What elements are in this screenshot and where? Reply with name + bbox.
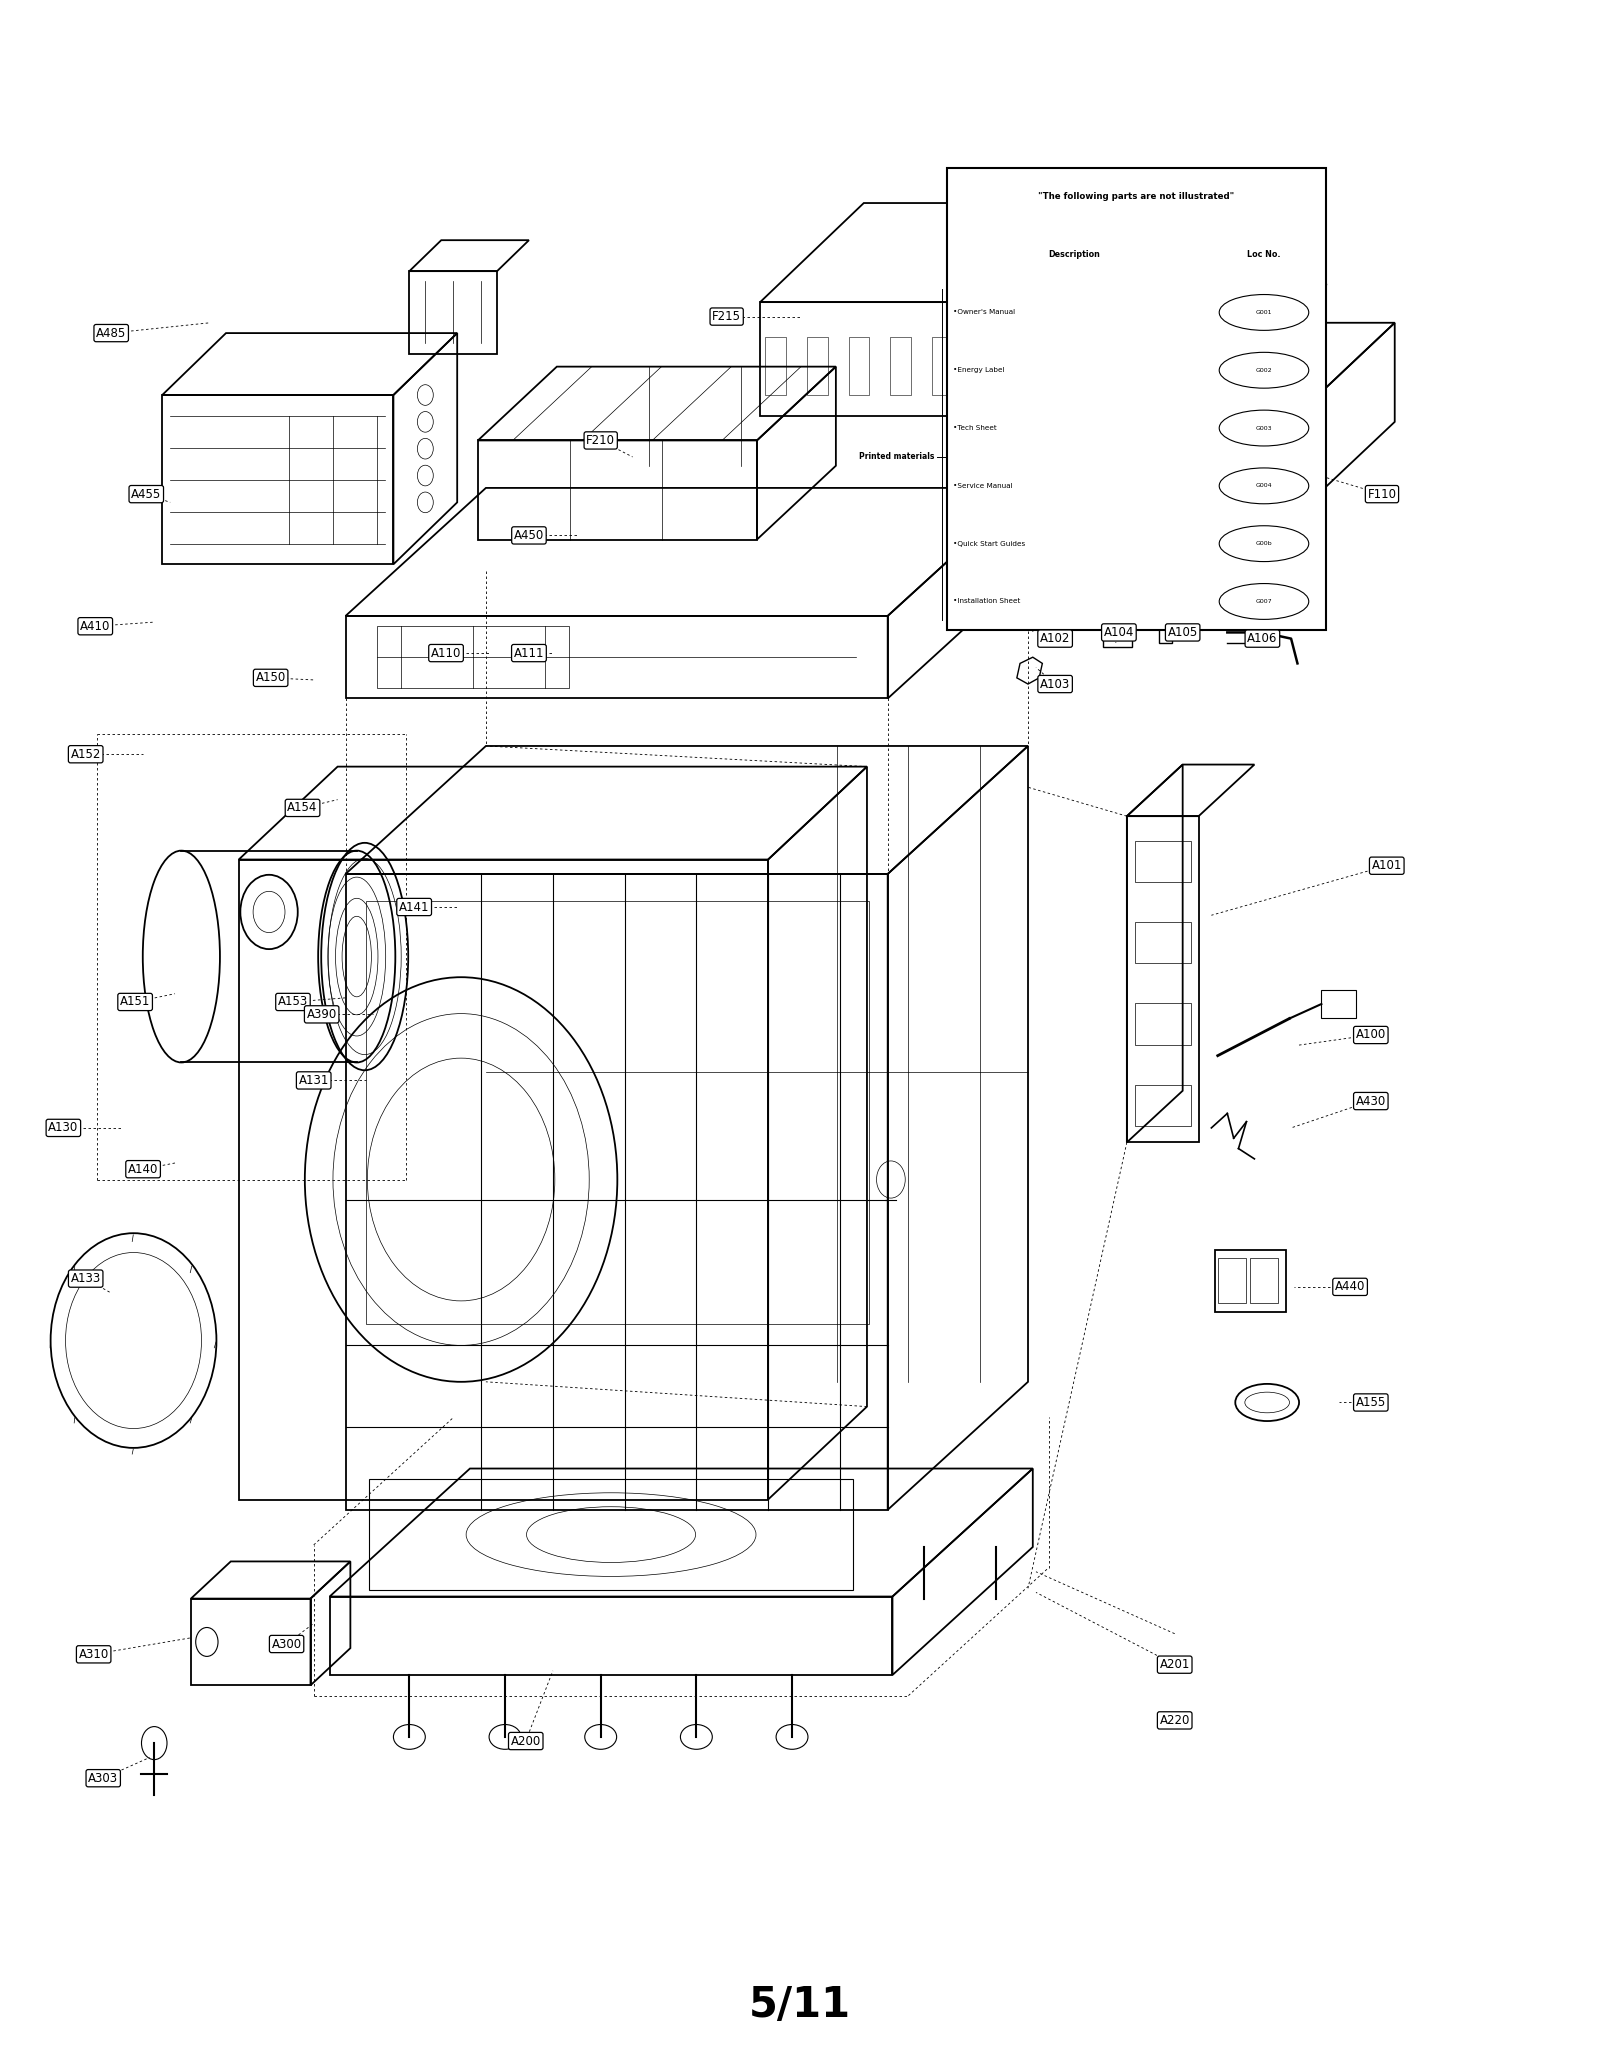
Bar (366, 900, 869, 1325)
Bar (1131, 426, 1152, 478)
Bar (370, 1478, 853, 1590)
Text: A430: A430 (1355, 1095, 1386, 1107)
Bar (378, 627, 570, 687)
Text: G007: G007 (1256, 598, 1272, 604)
Bar (1134, 921, 1190, 963)
Text: G00b: G00b (1256, 540, 1272, 546)
Bar (1134, 1004, 1190, 1045)
Circle shape (253, 892, 285, 934)
Text: F210: F210 (586, 435, 614, 447)
Text: Description: Description (1048, 250, 1101, 259)
Text: A450: A450 (514, 530, 544, 542)
Text: A110: A110 (430, 646, 461, 660)
Text: A105: A105 (1168, 625, 1198, 640)
Text: "The following parts are not illustrated": "The following parts are not illustrated… (1038, 193, 1235, 201)
Text: A131: A131 (299, 1074, 330, 1087)
Text: A101: A101 (1371, 859, 1402, 871)
Text: A102: A102 (1040, 631, 1070, 646)
Bar (1214, 1250, 1286, 1312)
Bar (1016, 337, 1037, 395)
Text: F215: F215 (712, 310, 741, 323)
Bar (1251, 426, 1272, 478)
Bar (947, 168, 1326, 631)
Bar (1322, 989, 1357, 1018)
Text: A300: A300 (272, 1637, 302, 1650)
Text: G004: G004 (1256, 484, 1272, 489)
Text: Loc No.: Loc No. (1248, 250, 1280, 259)
Text: •Owner's Manual: •Owner's Manual (954, 308, 1014, 315)
Bar (974, 337, 995, 395)
Text: •Service Manual: •Service Manual (954, 482, 1013, 489)
Text: A103: A103 (1040, 677, 1070, 691)
Bar (848, 337, 869, 395)
Text: •Tech Sheet: •Tech Sheet (954, 424, 997, 431)
Text: A485: A485 (96, 327, 126, 339)
Text: A133: A133 (70, 1273, 101, 1285)
Text: A155: A155 (1355, 1395, 1386, 1410)
Bar (1051, 426, 1072, 478)
Bar (1102, 623, 1131, 648)
Bar (806, 337, 827, 395)
Bar (933, 337, 954, 395)
Text: A141: A141 (398, 900, 429, 913)
Text: •Quick Start Guides: •Quick Start Guides (954, 540, 1026, 546)
Text: A390: A390 (307, 1008, 336, 1021)
Text: Printed materials: Printed materials (859, 453, 934, 462)
Bar (765, 337, 786, 395)
Text: •Installation Sheet: •Installation Sheet (954, 598, 1021, 604)
Text: A100: A100 (1355, 1029, 1386, 1041)
Text: A410: A410 (80, 619, 110, 633)
Text: A130: A130 (48, 1122, 78, 1134)
Text: A106: A106 (1248, 631, 1277, 646)
Text: F110: F110 (1368, 489, 1397, 501)
Text: A104: A104 (1104, 625, 1134, 640)
Bar (1211, 426, 1232, 478)
Text: A303: A303 (88, 1772, 118, 1784)
Bar (1099, 337, 1120, 395)
Text: A200: A200 (510, 1735, 541, 1747)
Text: G002: G002 (1256, 368, 1272, 373)
Text: A220: A220 (1160, 1714, 1190, 1726)
Text: •Energy Label: •Energy Label (954, 366, 1005, 373)
Text: A111: A111 (514, 646, 544, 660)
Bar (1171, 426, 1192, 478)
Text: A151: A151 (120, 996, 150, 1008)
Text: A455: A455 (131, 489, 162, 501)
Bar (1134, 1085, 1190, 1126)
Bar (891, 337, 912, 395)
Text: 5/11: 5/11 (749, 1985, 851, 2027)
Text: A150: A150 (256, 671, 286, 685)
Text: A154: A154 (288, 801, 318, 814)
Bar (1058, 337, 1078, 395)
Text: G001: G001 (1256, 310, 1272, 315)
Text: A310: A310 (78, 1648, 109, 1660)
Bar (1218, 1259, 1246, 1304)
Bar (1250, 1259, 1278, 1304)
Bar (1134, 840, 1190, 882)
Bar (1291, 426, 1312, 478)
Bar (1091, 426, 1112, 478)
Text: A440: A440 (1334, 1281, 1365, 1294)
Text: A201: A201 (1160, 1658, 1190, 1670)
Text: A153: A153 (278, 996, 309, 1008)
Bar (1158, 613, 1171, 644)
Text: G003: G003 (1256, 426, 1272, 431)
Text: A152: A152 (70, 747, 101, 762)
Text: A140: A140 (128, 1163, 158, 1176)
